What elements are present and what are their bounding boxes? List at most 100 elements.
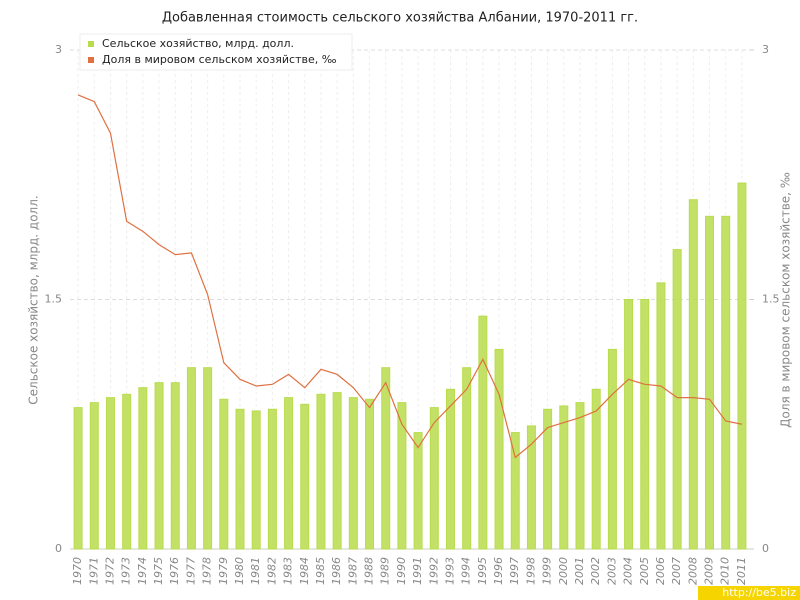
x-tick-label: 1976 bbox=[168, 557, 181, 585]
bar bbox=[640, 299, 650, 550]
x-tick-label: 2001 bbox=[573, 557, 586, 585]
x-tick-label: 1970 bbox=[71, 557, 84, 585]
bar bbox=[607, 348, 617, 550]
y-tick-label: 1.5 bbox=[45, 293, 63, 306]
x-tick-label: 2006 bbox=[654, 557, 667, 585]
x-tick-label: 2011 bbox=[735, 557, 748, 585]
watermark: http://be5.biz bbox=[722, 586, 796, 599]
x-tick-label: 1972 bbox=[103, 557, 116, 585]
x-tick-label: 1973 bbox=[120, 557, 133, 585]
bar bbox=[510, 432, 520, 550]
x-tick-label: 1999 bbox=[541, 557, 554, 585]
y2-axis-label: Доля в мировом сельском хозяйстве, ‰ bbox=[779, 172, 793, 428]
x-tick-label: 1995 bbox=[476, 557, 489, 585]
x-tick-label: 2007 bbox=[670, 557, 683, 585]
bar bbox=[543, 408, 553, 550]
line bbox=[77, 94, 743, 459]
x-tick-label: 1971 bbox=[87, 557, 100, 585]
bar bbox=[672, 249, 682, 550]
legend: Сельское хозяйство, млрд. долл. Доля в ми… bbox=[79, 33, 353, 71]
legend-box bbox=[79, 33, 353, 71]
y2-tick-label: 3 bbox=[762, 43, 769, 56]
legend-marker bbox=[88, 57, 94, 63]
x-tick-label: 1975 bbox=[152, 557, 165, 585]
x-tick-label: 1977 bbox=[184, 557, 197, 585]
y-tick-label: 0 bbox=[55, 542, 62, 555]
bar bbox=[316, 393, 326, 550]
x-tick-label: 1985 bbox=[314, 557, 327, 585]
bar bbox=[365, 398, 375, 550]
bar bbox=[737, 182, 747, 550]
x-tick-label: 2008 bbox=[686, 557, 699, 585]
watermark-bg bbox=[698, 586, 800, 600]
bar bbox=[526, 425, 536, 550]
bar bbox=[397, 402, 407, 550]
bar bbox=[462, 367, 472, 550]
bar bbox=[105, 397, 115, 550]
y-axis-label: Сельское хозяйство, млрд. долл. bbox=[27, 195, 41, 404]
bar bbox=[203, 367, 213, 550]
x-tick-label: 1982 bbox=[265, 557, 278, 585]
bar bbox=[721, 215, 731, 550]
x-tick-label: 2002 bbox=[589, 557, 602, 585]
x-tick-label: 2009 bbox=[703, 557, 716, 585]
x-tick-label: 2005 bbox=[638, 557, 651, 585]
bar bbox=[688, 199, 698, 550]
x-tick-label: 1978 bbox=[201, 557, 214, 585]
x-tick-label: 1994 bbox=[460, 557, 473, 585]
x-tick-label: 1987 bbox=[346, 557, 359, 585]
x-tick-label: 1991 bbox=[411, 557, 424, 585]
bar bbox=[73, 407, 83, 550]
y2-tick-label: 1.5 bbox=[762, 293, 780, 306]
x-tick-label: 1997 bbox=[508, 557, 521, 585]
bar bbox=[559, 405, 569, 550]
bar bbox=[170, 382, 180, 550]
x-tick-label: 1983 bbox=[282, 557, 295, 585]
bar bbox=[656, 282, 666, 550]
bar bbox=[591, 388, 601, 550]
x-tick-label: 2004 bbox=[622, 557, 635, 585]
bar bbox=[575, 402, 585, 550]
bar bbox=[186, 367, 196, 550]
bar bbox=[332, 392, 342, 550]
bar bbox=[122, 393, 132, 550]
bar bbox=[267, 408, 277, 550]
bar bbox=[284, 397, 294, 550]
bar bbox=[251, 410, 261, 550]
x-tick-label: 2010 bbox=[719, 557, 732, 585]
x-tick-label: 1998 bbox=[524, 557, 537, 585]
bar bbox=[478, 315, 488, 550]
y2-tick-label: 0 bbox=[762, 542, 769, 555]
bar bbox=[348, 397, 358, 550]
x-tick-label: 2003 bbox=[605, 557, 618, 585]
x-tick-label: 1980 bbox=[233, 557, 246, 585]
x-tick-label: 1993 bbox=[443, 557, 456, 585]
bar bbox=[494, 348, 504, 550]
bar bbox=[429, 407, 439, 550]
bar bbox=[445, 388, 455, 550]
bar bbox=[381, 367, 391, 550]
x-tick-label: 1988 bbox=[363, 557, 376, 585]
x-tick-label: 1989 bbox=[379, 557, 392, 585]
x-tick-label: 1974 bbox=[136, 557, 149, 585]
x-tick-label: 2000 bbox=[557, 557, 570, 585]
bar bbox=[624, 299, 634, 550]
chart-title: Добавленная стоимость сельского хозяйств… bbox=[162, 11, 638, 26]
legend-label: Доля в мировом сельском хозяйстве, ‰ bbox=[102, 53, 337, 66]
x-tick-label: 1986 bbox=[330, 557, 343, 585]
x-tick-label: 1992 bbox=[427, 557, 440, 585]
legend-marker bbox=[88, 41, 94, 47]
x-tick-label: 1990 bbox=[395, 557, 408, 585]
bar bbox=[235, 408, 245, 550]
x-tick-label: 1981 bbox=[249, 557, 262, 585]
x-tick-label: 1984 bbox=[298, 557, 311, 585]
bar bbox=[705, 215, 715, 550]
legend-label: Сельское хозяйство, млрд. долл. bbox=[102, 37, 294, 50]
bar bbox=[300, 403, 310, 550]
bar bbox=[138, 387, 148, 550]
bar bbox=[89, 402, 99, 550]
x-tick-label: 1996 bbox=[492, 557, 505, 585]
x-tick-label: 1979 bbox=[217, 557, 230, 585]
bar bbox=[413, 432, 423, 550]
